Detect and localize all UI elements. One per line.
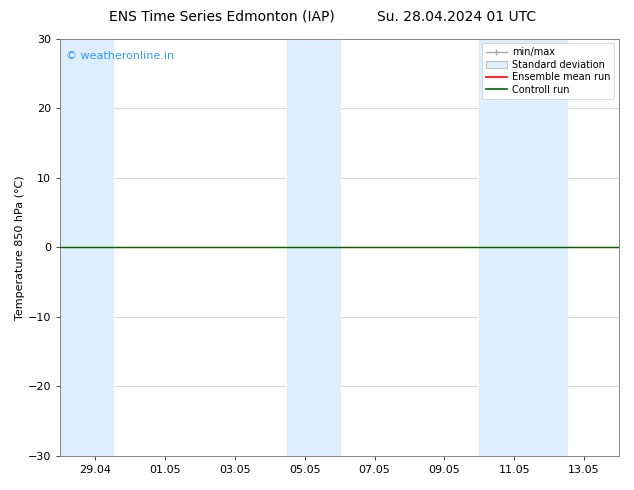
Bar xyxy=(60,39,113,456)
Y-axis label: Temperature 850 hPa (°C): Temperature 850 hPa (°C) xyxy=(15,175,25,319)
Text: ENS Time Series Edmonton (IAP): ENS Time Series Edmonton (IAP) xyxy=(109,10,335,24)
Text: Su. 28.04.2024 01 UTC: Su. 28.04.2024 01 UTC xyxy=(377,10,536,24)
Bar xyxy=(479,39,567,456)
Legend: min/max, Standard deviation, Ensemble mean run, Controll run: min/max, Standard deviation, Ensemble me… xyxy=(482,44,614,98)
Bar xyxy=(287,39,340,456)
Text: © weatheronline.in: © weatheronline.in xyxy=(66,51,174,61)
